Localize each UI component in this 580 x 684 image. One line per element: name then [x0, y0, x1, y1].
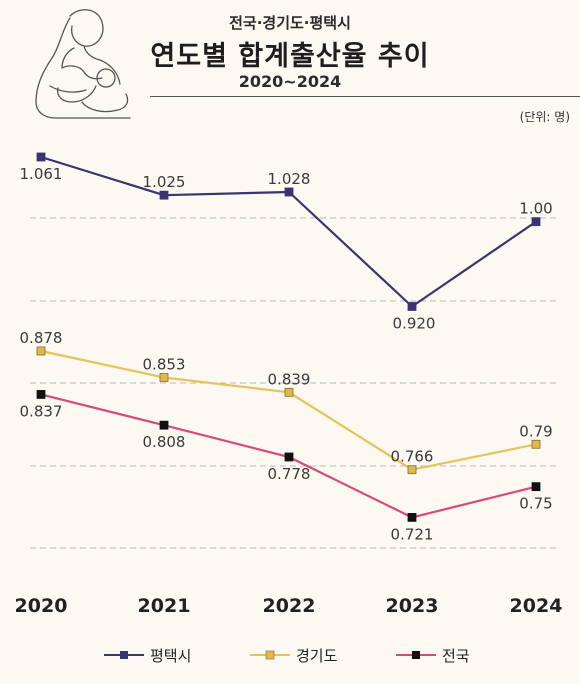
legend-swatch-gyeonggi — [250, 650, 290, 660]
x-tick-label-2: 2022 — [263, 595, 316, 617]
data-label-1-0: 0.878 — [20, 329, 63, 347]
data-label-0-4: 1.00 — [519, 200, 552, 218]
data-label-1-1: 0.853 — [143, 355, 186, 373]
legend-label-gyeonggi: 경기도 — [296, 646, 338, 665]
data-label-1-2: 0.839 — [268, 370, 311, 388]
data-label-1-3: 0.766 — [391, 448, 434, 466]
legend-swatch-national — [396, 651, 436, 659]
legend-swatch-pyeongtaek — [104, 651, 144, 659]
data-label-2-2: 0.778 — [268, 465, 311, 483]
series-line-1 — [40, 349, 537, 471]
x-tick-label-0: 2020 — [15, 595, 68, 617]
data-point-1-4 — [531, 439, 541, 449]
chart-title: 연도별 합계출산율 추이 — [150, 41, 430, 72]
header-divider — [150, 96, 580, 97]
data-point-1-0 — [36, 346, 46, 356]
legend-item-national: 전국 — [396, 644, 470, 666]
data-label-0-0: 1.061 — [20, 165, 63, 183]
data-point-2-0 — [36, 390, 46, 399]
chart-supertitle: 전국·경기도·평택시 — [229, 14, 351, 32]
data-point-1-3 — [407, 465, 417, 475]
data-point-1-2 — [284, 387, 294, 397]
data-point-2-1 — [159, 420, 169, 430]
chart-subtitle: 2020~2024 — [238, 72, 342, 91]
data-label-0-3: 0.920 — [393, 314, 436, 332]
data-point-2-4 — [531, 482, 541, 492]
data-label-2-0: 0.837 — [20, 402, 63, 420]
mother-and-baby-illustration — [35, 9, 131, 119]
unit-label: (단위: 명) — [519, 110, 570, 124]
data-point-2-2 — [284, 452, 294, 462]
x-tick-label-4: 2024 — [510, 595, 563, 617]
legend-label-national: 전국 — [442, 646, 470, 665]
data-point-0-4 — [531, 217, 541, 227]
data-label-0-2: 1.028 — [268, 170, 311, 188]
legend-label-pyeongtaek: 평택시 — [150, 646, 192, 665]
data-label-0-1: 1.025 — [143, 173, 186, 191]
data-point-0-1 — [159, 190, 169, 200]
legend-item-gyeonggi: 경기도 — [250, 644, 337, 666]
data-label-2-1: 0.808 — [143, 433, 186, 451]
data-point-1-1 — [159, 373, 169, 382]
data-point-0-3 — [407, 302, 417, 311]
data-label-2-3: 0.721 — [391, 525, 434, 543]
data-label-2-4: 0.75 — [519, 495, 552, 513]
data-point-2-3 — [407, 513, 417, 522]
x-tick-label-1: 2021 — [138, 595, 191, 617]
x-tick-label-3: 2023 — [386, 595, 439, 617]
data-point-0-2 — [284, 187, 294, 197]
data-label-1-4: 0.79 — [519, 422, 552, 440]
data-point-0-0 — [36, 152, 46, 162]
legend-item-pyeongtaek: 평택시 — [104, 644, 191, 666]
